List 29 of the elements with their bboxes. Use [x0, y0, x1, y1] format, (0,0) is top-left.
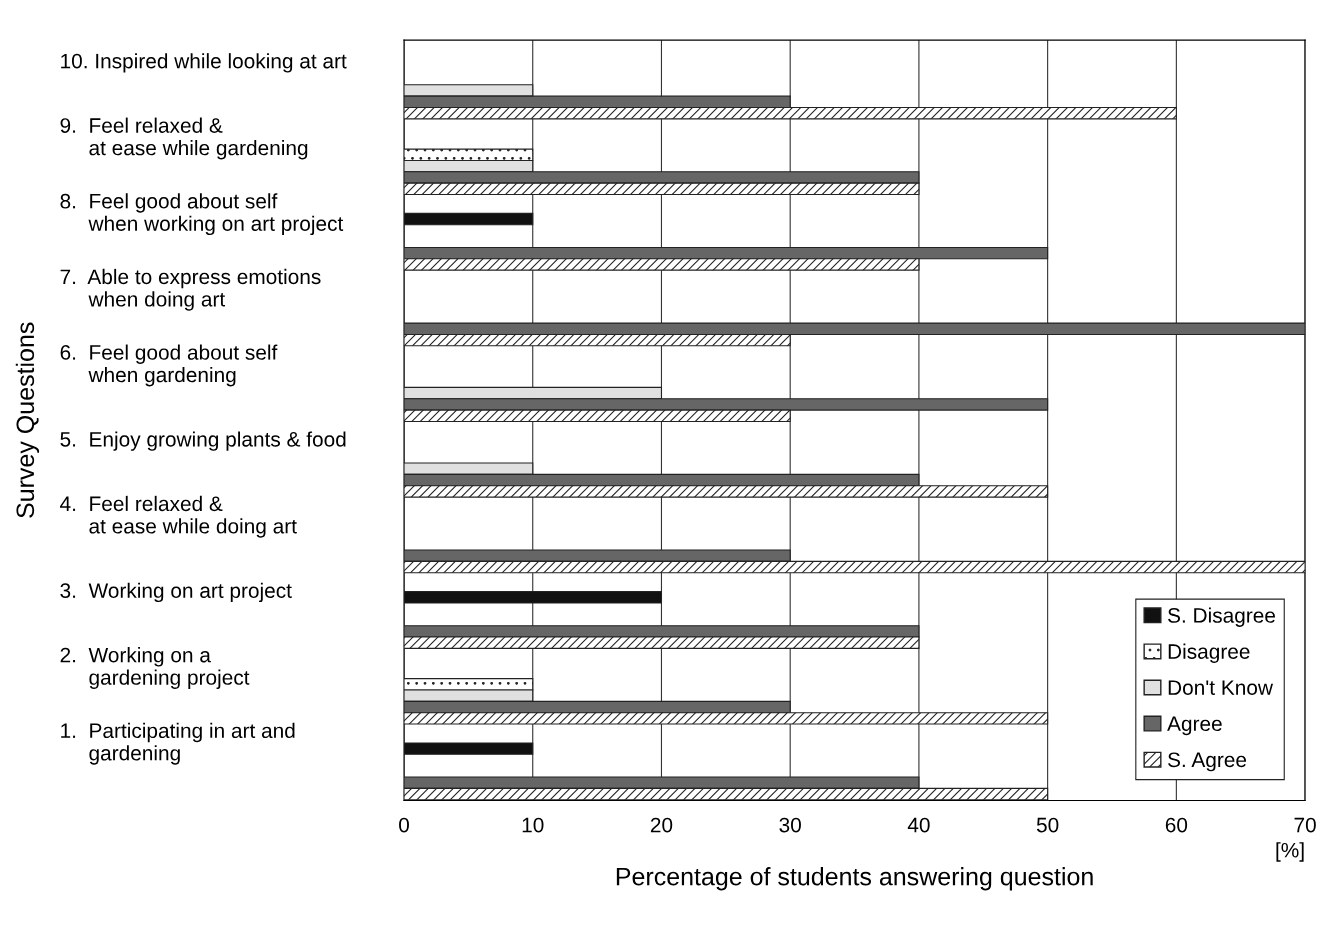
y-tick-label: 3. Working on art project: [60, 582, 292, 603]
y-tick-label: 6. Feel good about self when gardening: [60, 344, 278, 387]
bar: [404, 742, 534, 755]
y-tick-label: 9. Feel relaxed & at ease while gardening: [60, 117, 308, 160]
legend-label: S. Disagree: [1168, 607, 1275, 627]
bar: [404, 212, 534, 226]
y-tick-label: 8. Feel good about self when working on art project: [60, 193, 344, 236]
y-tick-label: 2. Working on a gardening project: [60, 647, 250, 689]
x-tick-label: 10: [522, 817, 544, 833]
y-axis-title: Survey Questions: [15, 322, 40, 518]
x-tick-label: 60: [1165, 817, 1188, 833]
x-tick-label: 50: [1036, 817, 1059, 833]
legend-label: Disagree: [1168, 643, 1250, 664]
x-tick-label: 20: [650, 817, 673, 833]
legend-label: Agree: [1167, 716, 1222, 736]
legend-label: Don't Know: [1168, 680, 1274, 695]
y-tick-label: 1. Participating in art and gardening: [61, 722, 295, 765]
legend-label: S. Agree: [1168, 752, 1247, 772]
x-tick-label: 40: [907, 817, 930, 833]
x-tick-label: 70: [1294, 817, 1316, 833]
bar: [404, 591, 663, 604]
x-tick-label: 30: [779, 817, 801, 833]
y-tick-label: 5. Enjoy growing plants & food: [60, 431, 346, 451]
y-tick-label: 4. Feel relaxed & at ease while doing art: [60, 495, 297, 538]
y-tick-label: 10. Inspired while looking at art: [61, 53, 347, 73]
x-tick-label: 0: [399, 817, 409, 833]
text: [%]: [1276, 842, 1304, 862]
y-tick-label: 7. Able to express emotions when doing art: [60, 268, 321, 311]
x-axis-title: Percentage of students answering question: [616, 867, 1093, 891]
